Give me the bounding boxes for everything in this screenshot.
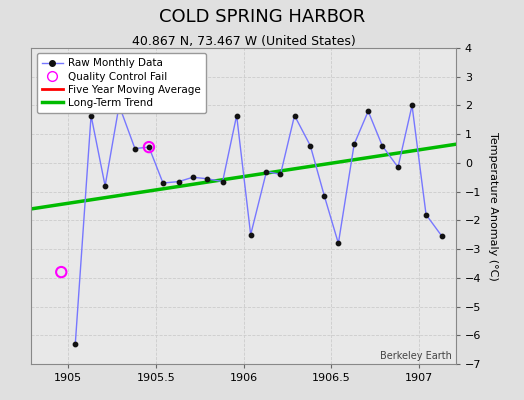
Point <box>350 141 358 148</box>
Point <box>115 102 123 109</box>
Point <box>189 174 197 180</box>
Point <box>101 183 110 189</box>
Point <box>219 178 227 185</box>
Point <box>145 144 153 150</box>
Point <box>130 145 139 152</box>
Point <box>334 240 343 246</box>
Point <box>87 112 95 119</box>
Point <box>408 102 416 109</box>
Text: COLD SPRING HARBOR: COLD SPRING HARBOR <box>159 8 365 26</box>
Point <box>246 232 255 238</box>
Point <box>174 178 183 185</box>
Point <box>71 341 80 347</box>
Point <box>263 168 271 175</box>
Point <box>438 233 446 239</box>
Point <box>145 144 153 150</box>
Point <box>203 176 211 182</box>
Point <box>422 212 430 218</box>
Y-axis label: Temperature Anomaly (°C): Temperature Anomaly (°C) <box>488 132 498 280</box>
Point <box>378 142 386 149</box>
Point <box>276 171 285 178</box>
Point <box>320 193 329 199</box>
Point <box>394 164 402 170</box>
Point <box>159 180 167 186</box>
Text: Berkeley Earth: Berkeley Earth <box>380 351 452 361</box>
Point <box>290 112 299 119</box>
Point <box>306 142 314 149</box>
Legend: Raw Monthly Data, Quality Control Fail, Five Year Moving Average, Long-Term Tren: Raw Monthly Data, Quality Control Fail, … <box>37 53 206 113</box>
Point <box>233 112 241 119</box>
Point <box>57 269 66 275</box>
Point <box>364 108 373 114</box>
Title: 40.867 N, 73.467 W (United States): 40.867 N, 73.467 W (United States) <box>132 35 356 48</box>
